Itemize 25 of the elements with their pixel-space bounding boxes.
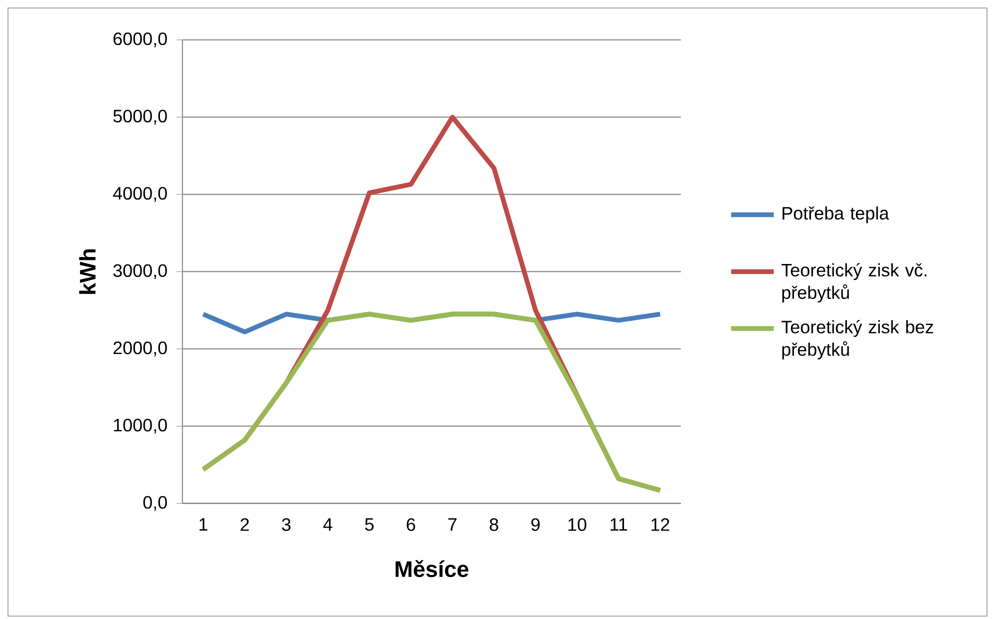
x-tick-label: 10 xyxy=(568,518,586,531)
y-tick-label: 6000,0 xyxy=(114,32,167,48)
y-tick-label: 5000,0 xyxy=(113,110,167,125)
y-tick-label: 0,0 xyxy=(143,496,167,511)
line-series xyxy=(200,312,662,493)
x-tick-label: 8 xyxy=(490,518,498,531)
y-axis-title: kWh xyxy=(79,249,96,294)
x-tick-label: 7 xyxy=(448,518,457,531)
x-tick-label: 1 xyxy=(200,518,208,531)
legend-label: Teoretický zisk bez přebytků xyxy=(782,320,934,360)
x-tick-label: 5 xyxy=(365,518,374,531)
y-tick-label: 2000,0 xyxy=(114,341,167,356)
x-axis-title: Měsíce xyxy=(396,560,468,578)
x-tick-label: 4 xyxy=(323,518,332,531)
x-tick-label: 3 xyxy=(282,518,290,531)
x-tick-label: 2 xyxy=(240,518,249,531)
y-tick-label: 3000,0 xyxy=(113,264,167,280)
y-tick-label: 4000,0 xyxy=(113,186,167,202)
x-tick-label: 6 xyxy=(406,518,416,531)
legend-label: Teoretický zisk vč. přebytků xyxy=(782,263,926,302)
x-tick-label: 11 xyxy=(610,518,628,531)
x-tick-label: 9 xyxy=(531,518,540,531)
x-tick-label: 12 xyxy=(651,518,670,531)
y-tick-label: 1000,0 xyxy=(114,418,167,434)
legend-label: Potřeba tepla xyxy=(782,206,890,224)
